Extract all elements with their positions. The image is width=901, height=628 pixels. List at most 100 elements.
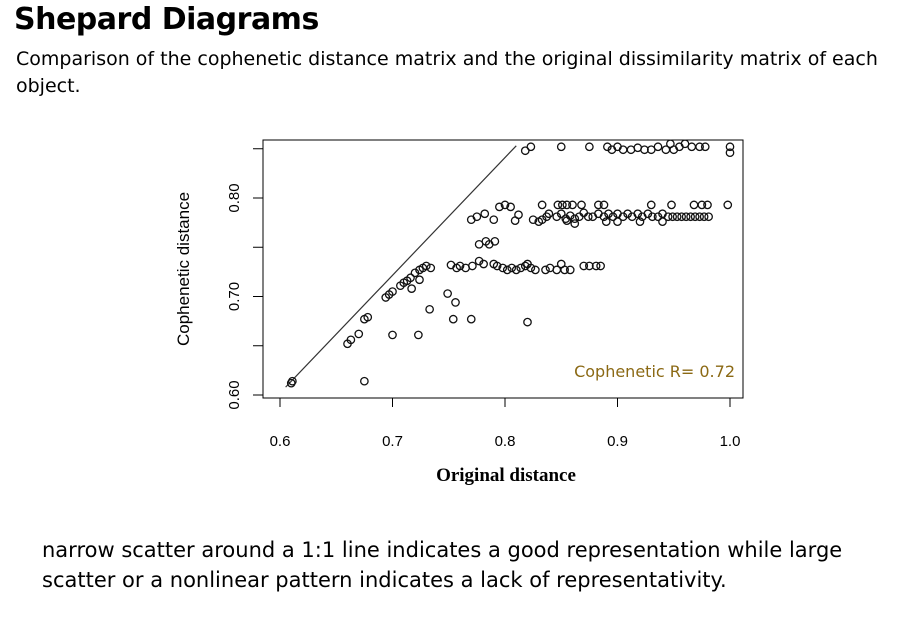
scatter-point (697, 200, 707, 210)
scatter-point (574, 212, 584, 222)
scatter-point (425, 304, 434, 314)
scatter-point (604, 209, 613, 219)
scatter-point (466, 314, 476, 324)
scatter-point (623, 209, 632, 219)
scatter-point (613, 217, 622, 226)
scatter-point (426, 263, 436, 273)
plot-frame (262, 139, 744, 399)
scatter-point (601, 217, 611, 226)
scatter-point (514, 210, 523, 220)
scatter-point (553, 200, 563, 210)
scatter-point (406, 273, 415, 283)
scatter-point (608, 212, 618, 222)
scatter-point (677, 212, 686, 222)
scatter-point (596, 261, 605, 271)
x-tick-label: 0.6 (270, 433, 291, 450)
scatter-point (520, 261, 530, 271)
x-tick-label: 0.7 (382, 433, 403, 450)
scatter-point (498, 263, 508, 273)
scatter-point (646, 200, 656, 210)
scatter-point (415, 275, 424, 285)
scatter-point (689, 200, 699, 210)
scatter-point (703, 200, 712, 210)
scatter-point (599, 212, 609, 222)
x-tick-label: 0.8 (495, 433, 516, 450)
scatter-point (565, 265, 575, 275)
scatter-point (618, 212, 628, 222)
scatter-point (690, 212, 700, 222)
scatter-point (500, 200, 510, 210)
scatter-point (495, 202, 504, 212)
scatter-point (443, 289, 452, 298)
scatter-point (511, 265, 521, 275)
y-tick-label: 0.70 (226, 282, 243, 311)
scatter-point (667, 200, 676, 210)
slide-title: Shepard Diagrams (14, 2, 319, 37)
scatter-point (570, 219, 580, 228)
scatter-point (558, 200, 567, 210)
x-axis: 0.6 0.7 0.8 0.9 1.0 (270, 398, 740, 450)
scatter-point (672, 212, 682, 222)
scatter-point (570, 214, 580, 224)
scatter-point (537, 200, 547, 210)
scatter-point (410, 268, 420, 278)
scatter-point (421, 261, 431, 271)
scatter-point (489, 215, 499, 225)
x-axis-title: Original distance (436, 465, 576, 486)
scatter-point (556, 142, 566, 152)
scatter-point (648, 212, 657, 222)
scatter-point (552, 212, 562, 222)
slide-subtitle: Comparison of the cophenetic distance ma… (16, 48, 878, 97)
scatter-point (556, 209, 566, 219)
scatter-point (480, 209, 490, 219)
scatter-point (560, 265, 569, 275)
scatter-point (568, 200, 577, 210)
scatter-point (658, 217, 667, 226)
explanation-text: narrow scatter around a 1:1 line indicat… (42, 538, 843, 592)
shepard-diagram-chart: 0.60 0.70 0.80 0.6 0.7 0.8 0.9 1.0 Cophenetic … (174, 139, 744, 486)
scatter-point (474, 256, 484, 266)
scatter-point (687, 142, 697, 152)
scatter-point (507, 263, 517, 273)
scatter-point (363, 312, 373, 322)
scatter-point (695, 142, 704, 152)
scatter-point (700, 142, 710, 152)
scatter-point (526, 263, 536, 273)
scatter-point (502, 265, 512, 275)
scatter-point (695, 212, 704, 222)
scatter-point (388, 330, 397, 340)
scatter-point (492, 261, 502, 271)
scatter-point (451, 298, 460, 307)
scatter-point (452, 263, 461, 273)
scatter-point (725, 148, 735, 158)
scatter-point (528, 215, 538, 225)
scatter-point (699, 212, 709, 222)
scatter-point (579, 208, 589, 218)
scatter-point (681, 212, 691, 222)
scatter-point (472, 212, 482, 222)
x-tick-label: 0.9 (607, 433, 628, 450)
scatter-point (640, 145, 649, 155)
scatter-point (523, 317, 532, 327)
scatter-point (490, 236, 500, 246)
scatter-point (668, 212, 677, 222)
y-axis: 0.60 0.70 0.80 (226, 148, 263, 410)
scatter-point (594, 200, 603, 210)
scatter-point (506, 202, 515, 212)
scatter-point (562, 216, 572, 226)
scatter-point (723, 200, 733, 210)
scatter-point (653, 142, 663, 152)
scatter-point (516, 263, 526, 273)
scatter-point (288, 376, 297, 386)
scatter-point (663, 212, 673, 222)
scatter-point (520, 146, 530, 156)
scatter-point (407, 284, 416, 293)
scatter-point (479, 259, 488, 269)
scatter-point (414, 330, 423, 340)
scatter-point (725, 142, 735, 152)
cophenetic-r-annotation: Cophenetic R= 0.72 (574, 362, 735, 381)
scatter-point (448, 314, 458, 324)
scatter-point (585, 142, 594, 152)
scatter-point (591, 261, 601, 271)
scatter-point (354, 329, 364, 339)
